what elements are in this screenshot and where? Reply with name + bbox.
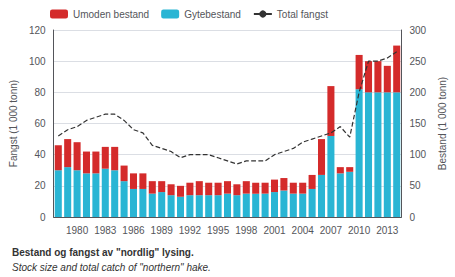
svg-text:Bestand og fangst av "nordlig": Bestand og fangst av "nordlig" lysing. [12, 247, 194, 258]
svg-text:Bestand (1 000 tonn): Bestand (1 000 tonn) [437, 77, 448, 170]
svg-text:2013: 2013 [376, 225, 399, 236]
svg-text:20: 20 [34, 180, 46, 191]
svg-text:100: 100 [29, 56, 46, 67]
svg-text:100: 100 [409, 149, 426, 160]
svg-text:1980: 1980 [66, 225, 89, 236]
svg-text:Umoden bestand: Umoden bestand [73, 9, 149, 20]
svg-text:60: 60 [34, 118, 46, 129]
svg-text:Gytebestand: Gytebestand [184, 9, 241, 20]
svg-text:50: 50 [409, 180, 421, 191]
svg-text:300: 300 [409, 25, 426, 36]
svg-text:2010: 2010 [348, 225, 371, 236]
svg-text:250: 250 [409, 56, 426, 67]
svg-text:1992: 1992 [179, 225, 202, 236]
svg-text:80: 80 [34, 87, 46, 98]
svg-text:2004: 2004 [292, 225, 315, 236]
svg-text:200: 200 [409, 87, 426, 98]
svg-text:1983: 1983 [94, 225, 117, 236]
svg-text:2007: 2007 [320, 225, 343, 236]
svg-text:0: 0 [409, 212, 415, 223]
svg-text:1989: 1989 [151, 225, 174, 236]
svg-text:Stock size and total catch of: Stock size and total catch of "northern"… [12, 262, 211, 273]
svg-text:120: 120 [29, 25, 46, 36]
svg-text:1995: 1995 [207, 225, 230, 236]
svg-text:1998: 1998 [235, 225, 258, 236]
svg-text:150: 150 [409, 118, 426, 129]
svg-text:Fangst (1 000 tonn): Fangst (1 000 tonn) [8, 80, 19, 167]
svg-text:2001: 2001 [263, 225, 286, 236]
svg-text:0: 0 [40, 212, 46, 223]
svg-text:1986: 1986 [122, 225, 145, 236]
svg-text:40: 40 [34, 149, 46, 160]
svg-text:Total fangst: Total fangst [277, 9, 328, 20]
